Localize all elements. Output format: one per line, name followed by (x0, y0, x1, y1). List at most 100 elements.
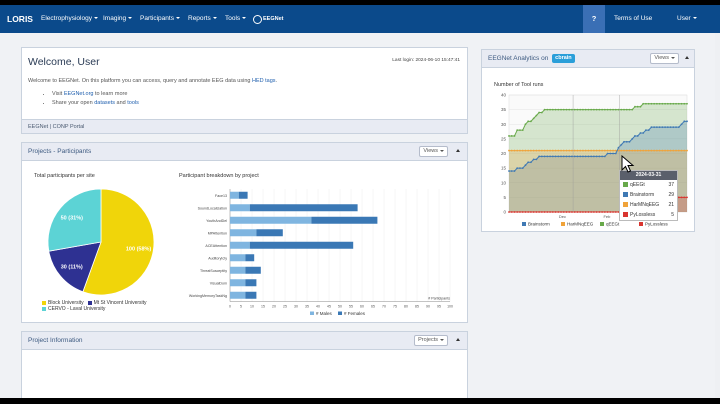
views-dropdown[interactable]: Views (650, 53, 679, 64)
x-tick-label: 80 (404, 305, 408, 309)
series-point (560, 155, 562, 158)
tools-link[interactable]: tools (127, 100, 139, 106)
collapse-button[interactable] (453, 146, 463, 157)
series-point (521, 149, 524, 152)
brain-icon (253, 14, 262, 24)
list-text: and (115, 100, 128, 106)
legend-label: Mt St Vincent University (93, 300, 147, 306)
series-point (543, 108, 546, 111)
pie-slice-label: 30 (11%) (61, 265, 83, 271)
collapse-button[interactable] (453, 335, 463, 346)
series-point (661, 149, 664, 152)
legend-label: PyLossless (645, 222, 669, 227)
welcome-list: Visit EEGNet.org to learn more Share you… (52, 91, 139, 109)
series-point (519, 211, 521, 213)
bar-segment (230, 241, 250, 249)
series-point (571, 155, 573, 158)
caret-down-icon (692, 17, 697, 20)
series-point (557, 149, 560, 152)
series-point (519, 149, 521, 152)
series-point (560, 108, 562, 111)
series-point (551, 211, 554, 213)
project-info-panel: Project Information Projects (21, 331, 468, 398)
series-point (647, 149, 650, 152)
series-point (650, 102, 653, 105)
series-point (557, 155, 560, 158)
tooltip-series-name: HarMNqEEG (630, 202, 660, 208)
series-point (524, 149, 527, 152)
series-point (554, 155, 557, 158)
series-point (546, 149, 549, 152)
series-point (658, 126, 661, 129)
x-tick-label: 90 (426, 305, 430, 309)
bar-segment (230, 266, 246, 274)
series-point (666, 102, 669, 105)
series-point (683, 149, 686, 152)
nav-label: Participants (140, 15, 174, 22)
series-point (549, 211, 551, 213)
nav-tools[interactable]: Tools (225, 5, 247, 33)
legend-swatch (600, 222, 604, 226)
series-point (584, 211, 587, 213)
caret-down-icon (128, 17, 133, 20)
series-point (535, 158, 538, 161)
projects-dropdown[interactable]: Projects (414, 335, 448, 346)
series-point (614, 211, 617, 213)
user-menu[interactable]: User (677, 5, 697, 33)
nav-reports[interactable]: Reports (188, 5, 217, 33)
legend-label: HarMNqEEG (567, 222, 594, 227)
legend-item[interactable]: Mt St Vincent University (87, 300, 147, 306)
series-point (655, 149, 658, 152)
nav-participants[interactable]: Participants (140, 5, 180, 33)
series-point (669, 102, 672, 105)
series-point (560, 149, 562, 152)
series-point (592, 108, 595, 111)
pie-chart-title: Total participants per site (34, 173, 95, 179)
legend-label: # Females (344, 311, 366, 315)
legend-swatch (639, 222, 643, 226)
help-button[interactable]: ? (583, 5, 605, 33)
eegnet-logo[interactable]: EEGNet (253, 5, 283, 33)
collapse-button[interactable] (682, 53, 692, 64)
series-point (582, 149, 584, 152)
terms-of-use-link[interactable]: Terms of Use (614, 15, 653, 22)
panel-header: Project Information (22, 332, 467, 350)
nav-electrophysiology[interactable]: Electrophysiology (41, 5, 98, 33)
series-point (524, 164, 527, 167)
eegnet-org-link[interactable]: EEGNet.org (63, 91, 94, 97)
hed-tags-link[interactable]: HED tags (252, 78, 276, 84)
series-point (598, 211, 601, 213)
nav-imaging[interactable]: Imaging (103, 5, 133, 33)
series-point (680, 102, 683, 105)
bar-segment (245, 254, 255, 262)
series-point (546, 155, 549, 158)
datasets-link[interactable]: datasets (94, 100, 115, 106)
series-point (655, 126, 658, 129)
series-point (527, 161, 530, 164)
y-tick-label: 15 (501, 166, 507, 171)
pie-slice-label: 50 (31%) (61, 215, 83, 221)
pie-legend: Block University Mt St Vincent University… (42, 300, 182, 312)
caret-down-icon (440, 338, 444, 341)
series-point (538, 111, 541, 114)
pie-slice (47, 188, 102, 252)
y-tick-label: 0 (503, 210, 506, 215)
legend-item[interactable]: CERVO - Laval University (42, 306, 105, 312)
category-label: YouthAndDel (206, 219, 227, 223)
caret-down-icon (175, 17, 180, 20)
series-point (540, 111, 543, 114)
last-login: Last login: 2024-06-10 15:47:41 (392, 58, 460, 63)
legend-item[interactable]: Block University (42, 300, 84, 306)
x-tick-label: 40 (316, 305, 320, 309)
series-point (530, 149, 532, 152)
series-point (584, 155, 587, 158)
series-point (650, 149, 653, 152)
series-point (609, 211, 612, 213)
tooltip-row: Brainstorm 29 (620, 190, 677, 200)
scrollbar[interactable] (715, 33, 720, 398)
x-tick-label: Feb (603, 214, 611, 219)
brand-logo[interactable]: LORIS (7, 14, 33, 24)
series-point (532, 158, 535, 161)
views-dropdown[interactable]: Views (419, 146, 448, 157)
series-point (642, 102, 645, 105)
